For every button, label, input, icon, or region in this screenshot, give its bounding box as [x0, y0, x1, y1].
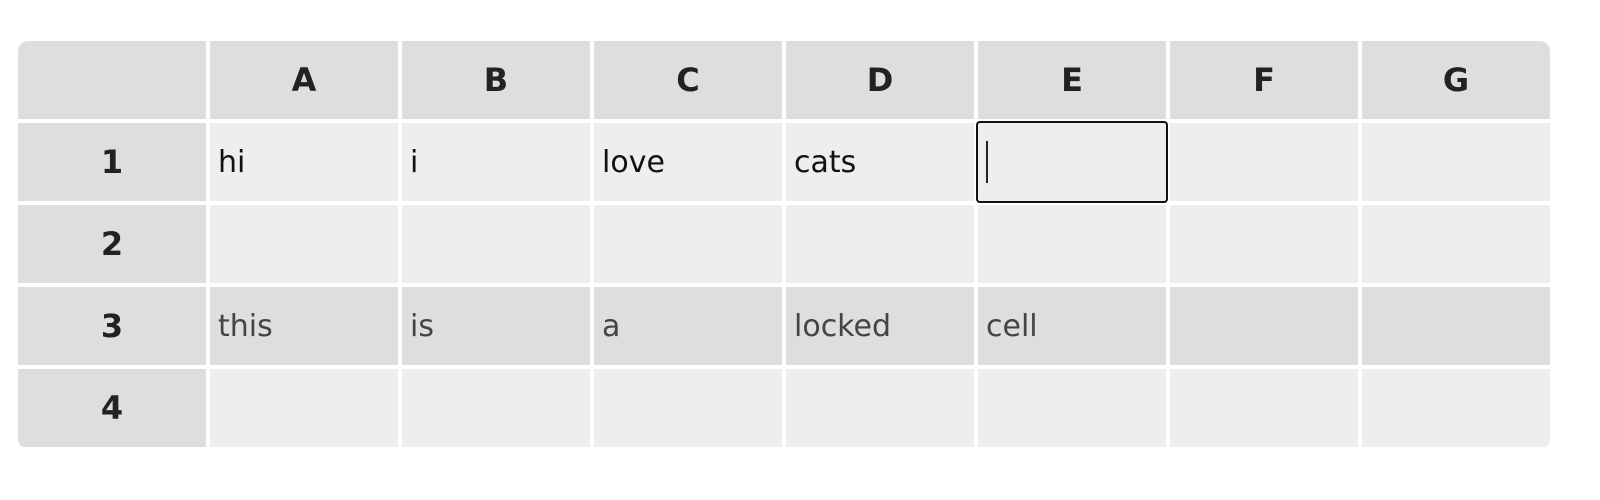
- cell-a2[interactable]: [210, 205, 398, 283]
- cell-f1[interactable]: [1170, 123, 1358, 201]
- cell-a4[interactable]: [210, 369, 398, 447]
- row-header-2[interactable]: 2: [18, 205, 206, 283]
- cell-c2[interactable]: [594, 205, 782, 283]
- cell-g2[interactable]: [1362, 205, 1550, 283]
- spreadsheet-grid: A B C D E F G 1 hi i love cats 2 3 this …: [18, 41, 1550, 449]
- locked-cell-g3: [1362, 287, 1550, 365]
- cell-b2[interactable]: [402, 205, 590, 283]
- locked-cell-b3: is: [402, 287, 590, 365]
- column-header-g[interactable]: G: [1362, 41, 1550, 119]
- cell-g1[interactable]: [1362, 123, 1550, 201]
- cell-d2[interactable]: [786, 205, 974, 283]
- cell-c1[interactable]: love: [594, 123, 782, 201]
- corner-header: [18, 41, 206, 119]
- column-header-b[interactable]: B: [402, 41, 590, 119]
- column-header-f[interactable]: F: [1170, 41, 1358, 119]
- cell-b1[interactable]: i: [402, 123, 590, 201]
- column-header-e[interactable]: E: [978, 41, 1166, 119]
- cell-c4[interactable]: [594, 369, 782, 447]
- cell-e4[interactable]: [978, 369, 1166, 447]
- cell-f4[interactable]: [1170, 369, 1358, 447]
- cell-d4[interactable]: [786, 369, 974, 447]
- cell-b4[interactable]: [402, 369, 590, 447]
- column-header-d[interactable]: D: [786, 41, 974, 119]
- cell-g4[interactable]: [1362, 369, 1550, 447]
- column-header-a[interactable]: A: [210, 41, 398, 119]
- locked-cell-a3: this: [210, 287, 398, 365]
- cell-a1[interactable]: hi: [210, 123, 398, 201]
- cell-e2[interactable]: [978, 205, 1166, 283]
- row-header-3[interactable]: 3: [18, 287, 206, 365]
- text-caret: [986, 141, 988, 183]
- locked-cell-f3: [1170, 287, 1358, 365]
- row-header-1[interactable]: 1: [18, 123, 206, 201]
- locked-cell-e3: cell: [978, 287, 1166, 365]
- column-header-c[interactable]: C: [594, 41, 782, 119]
- cell-e1-active-editor[interactable]: [976, 121, 1168, 203]
- cell-d1[interactable]: cats: [786, 123, 974, 201]
- locked-cell-c3: a: [594, 287, 782, 365]
- locked-cell-d3: locked: [786, 287, 974, 365]
- cell-f2[interactable]: [1170, 205, 1358, 283]
- row-header-4[interactable]: 4: [18, 369, 206, 447]
